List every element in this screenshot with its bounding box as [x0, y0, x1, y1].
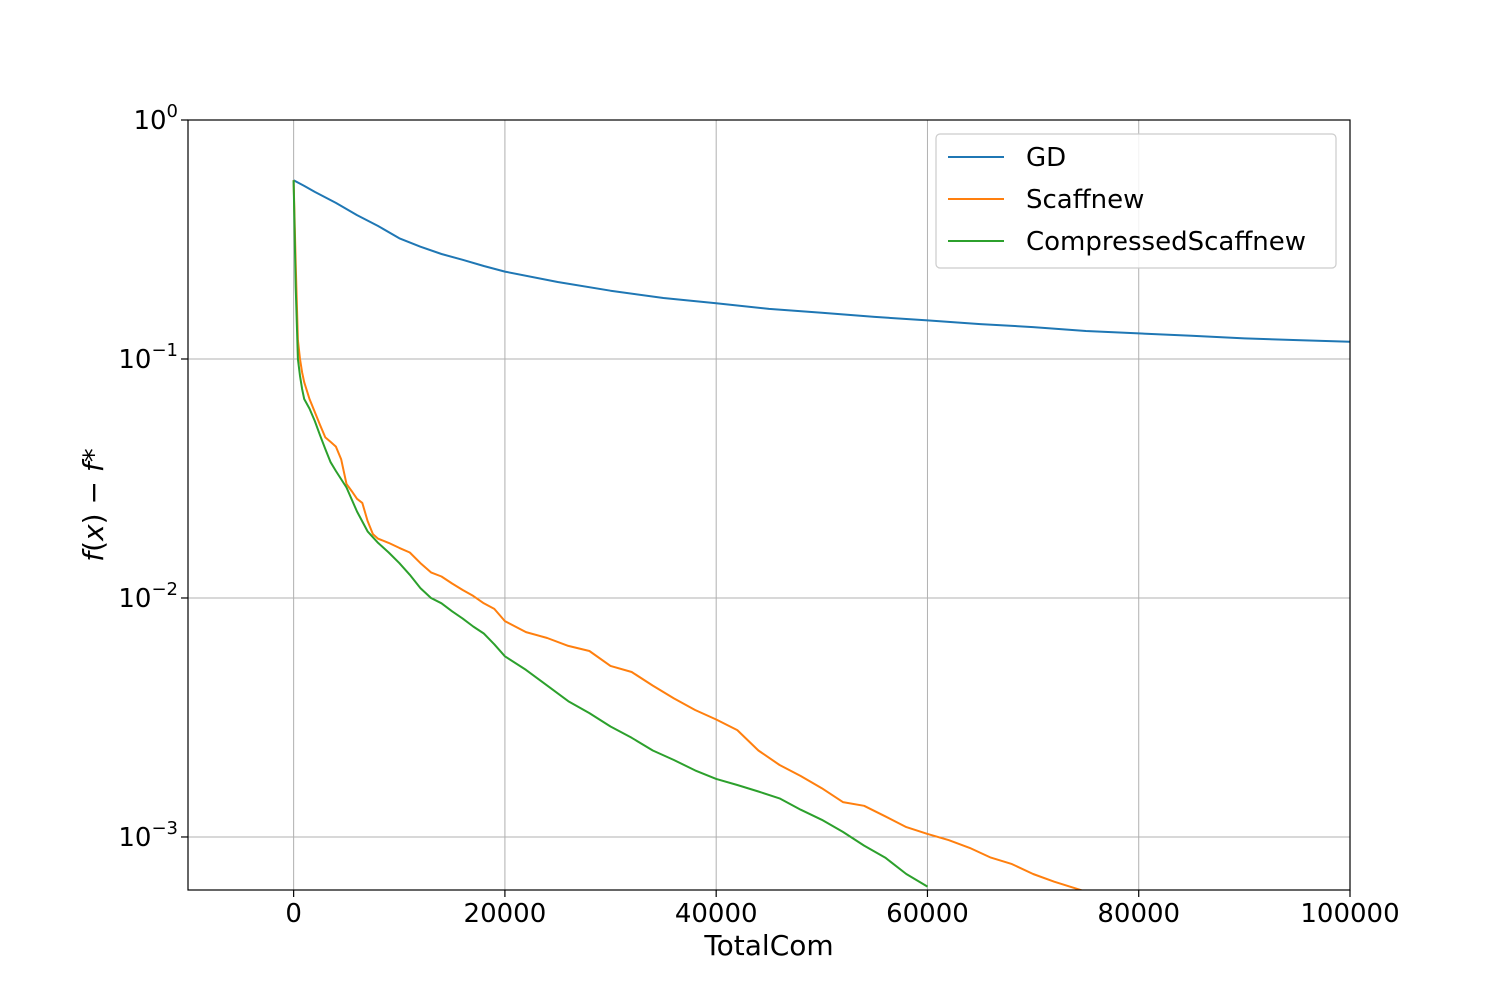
x-tick-label: 60000 [886, 899, 969, 929]
x-tick-label: 20000 [464, 899, 547, 929]
x-axis: 0 20000 40000 60000 80000 100000 [285, 890, 1400, 929]
series-line-compressedscaffnew [292, 180, 929, 888]
y-tick-label: 10−1 [118, 340, 178, 375]
legend-label-scaffnew: Scaffnew [1026, 185, 1144, 215]
x-tick-label: 0 [285, 899, 302, 929]
y-tick-label: 10−3 [118, 818, 178, 853]
x-tick-label: 100000 [1300, 899, 1399, 929]
x-tick-label: 80000 [1097, 899, 1180, 929]
y-axis-label: f(x) − f* [77, 448, 110, 561]
x-axis-label: TotalCom [703, 929, 833, 962]
y-axis: 100 10−1 10−2 10−3 [118, 101, 188, 853]
legend-box [935, 133, 1337, 269]
series-layer [292, 179, 1350, 890]
y-tick-label: 100 [133, 101, 178, 136]
plot-frame [187, 119, 1351, 891]
y-tick-label: 10−2 [118, 579, 178, 614]
legend-label-compressedscaffnew: CompressedScaffnew [1026, 227, 1306, 257]
series-line-scaffnew [292, 180, 1084, 890]
series-line-gd [293, 179, 1350, 343]
legend: GD Scaffnew CompressedScaffnew [935, 133, 1337, 269]
x-tick-label: 40000 [675, 899, 758, 929]
legend-label-gd: GD [1026, 143, 1066, 173]
